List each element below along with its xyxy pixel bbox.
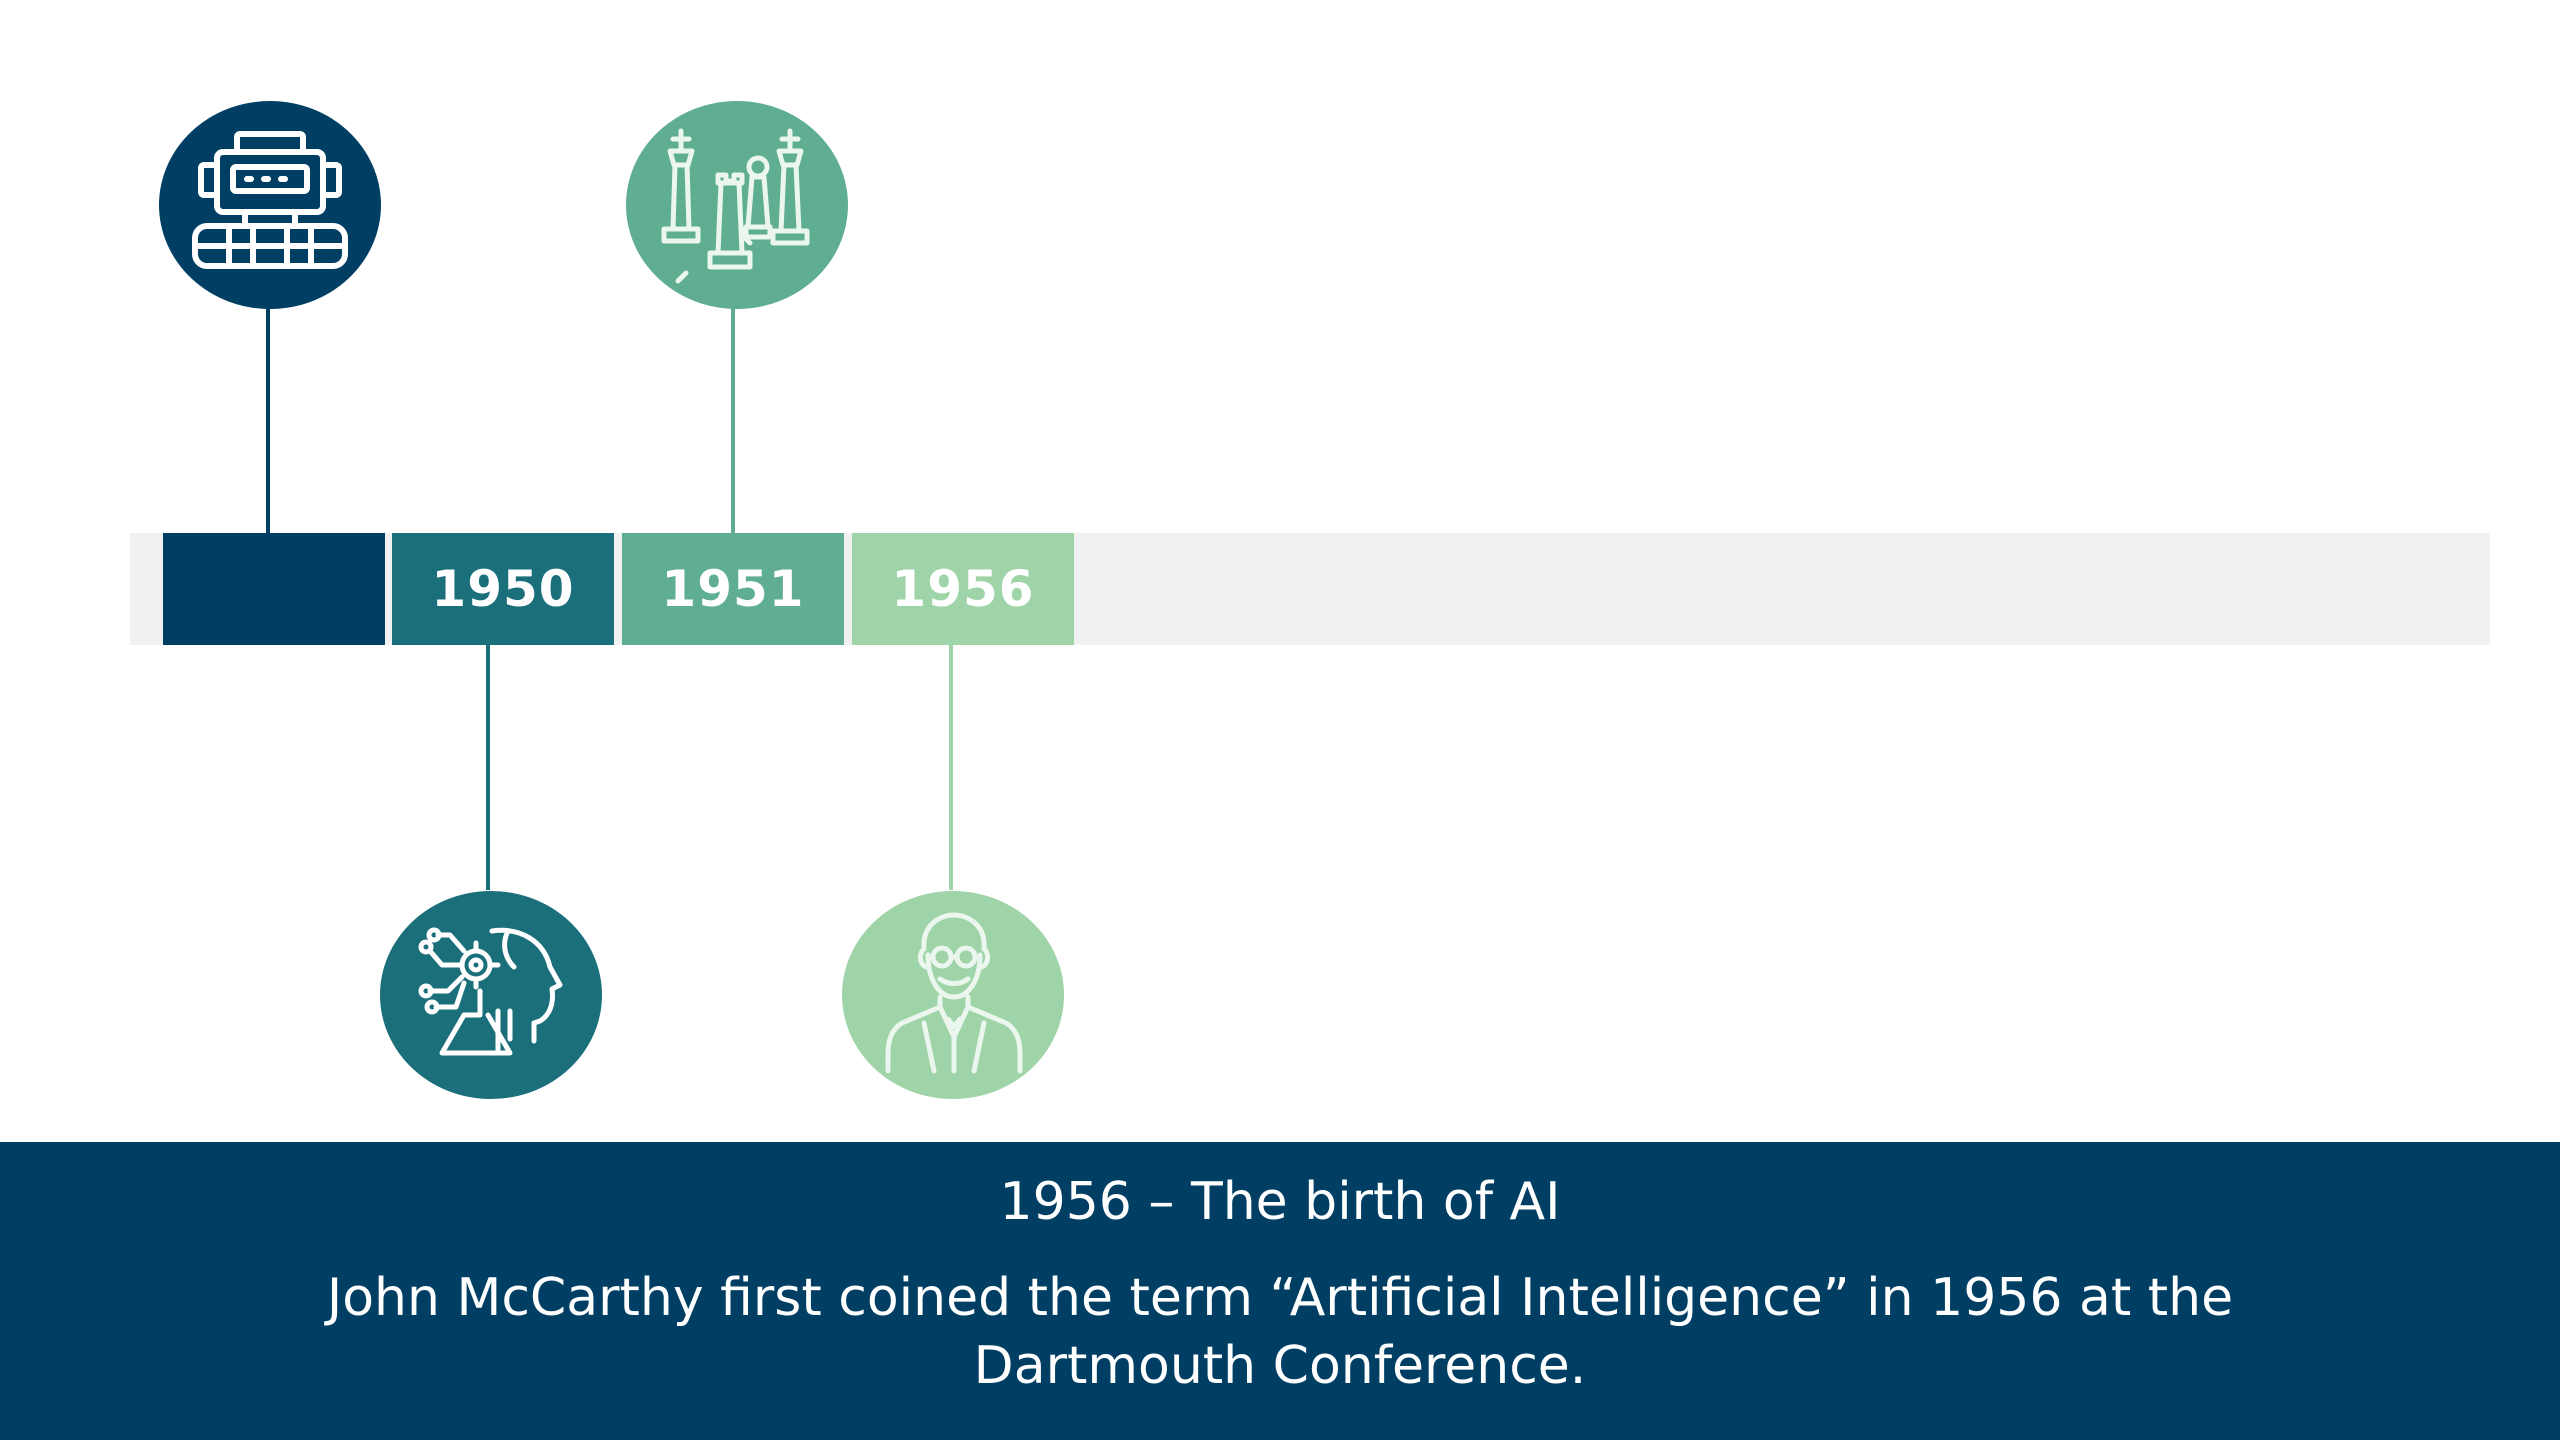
scientist-icon <box>885 912 1023 1074</box>
timeline-segment-start <box>163 533 385 645</box>
ai-head-node <box>380 891 602 1099</box>
stem-1956 <box>949 645 953 890</box>
stem-1950 <box>486 645 490 890</box>
ai-brain-head-icon <box>418 927 563 1056</box>
timeline-segment-1956: 1956 <box>852 533 1074 645</box>
stem-1951 <box>731 306 735 533</box>
caption-title: 1956 – The birth of AI <box>999 1172 1561 1232</box>
chess-pieces-icon <box>661 128 810 284</box>
timeline-segment-1951: 1951 <box>622 533 844 645</box>
caption-banner: 1956 – The birth of AI John McCarthy fir… <box>0 1142 2560 1440</box>
caption-body: John McCarthy first coined the term “Art… <box>326 1268 2234 1396</box>
chess-node <box>626 101 848 309</box>
robot-node <box>159 101 381 309</box>
stem-start <box>266 306 270 533</box>
robot-icon <box>192 131 348 269</box>
scientist-node <box>842 891 1064 1099</box>
timeline-segment-1950: 1950 <box>392 533 614 645</box>
